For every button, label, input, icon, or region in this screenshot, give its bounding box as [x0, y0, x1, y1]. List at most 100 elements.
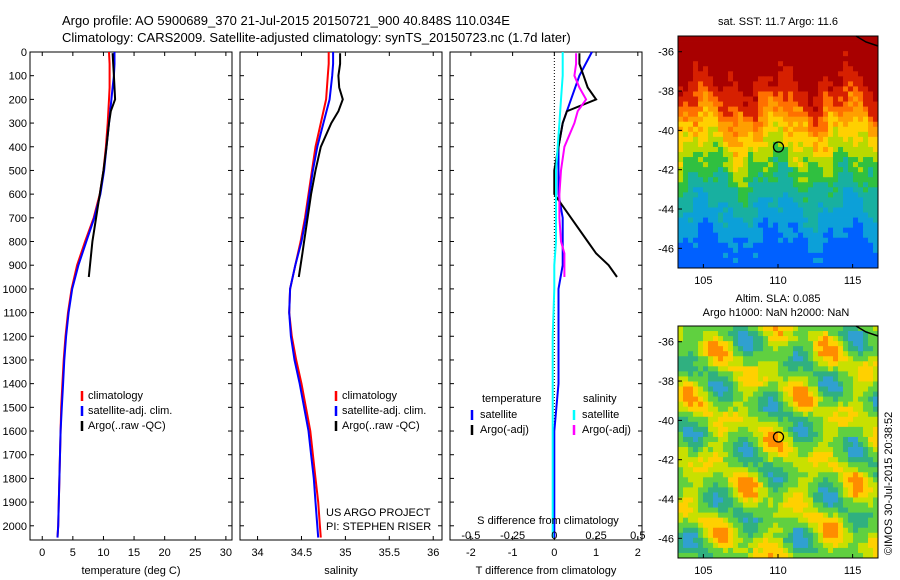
sst-map-cell: [848, 157, 854, 163]
sst-map-cell: [728, 197, 734, 203]
sst-map-cell: [698, 101, 704, 108]
sst-map-cell: [678, 157, 684, 163]
sst-map-cell: [803, 227, 809, 234]
sst-map-cell: [723, 202, 729, 208]
sst-map-cell: [778, 217, 784, 224]
sst-map-cell: [818, 157, 824, 163]
sla-map-cell: [693, 492, 699, 498]
sla-map-cell: [828, 462, 834, 468]
sla-map-cell: [843, 472, 849, 478]
sst-map-cell: [853, 81, 859, 87]
sst-map-cell: [868, 212, 874, 218]
sst-map-cell: [848, 71, 854, 77]
sst-map-cell: [713, 46, 719, 52]
sst-map-cell: [773, 36, 779, 42]
sst-map-cell: [683, 177, 689, 183]
sla-map-cell: [843, 411, 849, 418]
sst-map-cell: [863, 101, 869, 108]
sst-map-cell: [813, 136, 819, 143]
sla-map-cell: [743, 406, 749, 413]
sst-map-cell: [728, 177, 734, 183]
sst-map-cell: [873, 157, 879, 163]
sst-map-cell: [748, 71, 754, 77]
sla-map-cell: [803, 431, 809, 438]
sla-map-cell: [853, 421, 859, 428]
sla-map-cell: [868, 507, 874, 514]
depth-tick-label: 1400: [3, 379, 27, 391]
sst-map-cell: [733, 152, 739, 158]
sla-map-cell: [773, 356, 779, 362]
sst-map-cell: [868, 252, 874, 259]
sst-map-cell: [853, 192, 859, 198]
sst-map-cell: [733, 121, 739, 128]
sst-map-cell: [778, 182, 784, 188]
sla-map-cell: [798, 331, 804, 337]
sla-map-cell: [813, 411, 819, 418]
sst-map-cell: [798, 202, 804, 208]
sla-map-cell: [818, 326, 824, 332]
sst-map-y-tick-label: -38: [658, 86, 674, 98]
sla-map-cell: [858, 472, 864, 478]
sla-map-cell: [783, 552, 789, 559]
sst-map-cell: [718, 197, 724, 203]
sla-map-cell: [728, 361, 734, 367]
sst-map-cell: [763, 222, 769, 229]
sst-map-cell: [778, 76, 784, 82]
sla-map-cell: [828, 547, 834, 554]
sla-map-cell: [753, 351, 759, 357]
sst-map-cell: [783, 61, 789, 67]
sst-map-cell: [838, 91, 844, 97]
sla-map-cell: [858, 547, 864, 554]
sla-map-cell: [813, 326, 819, 332]
sst-map-cell: [808, 237, 814, 244]
sst-map-cell: [683, 116, 689, 123]
sst-map-cell: [833, 141, 839, 148]
sst-map-cell: [783, 96, 789, 102]
sst-map-cell: [753, 197, 759, 203]
sst-map-cell: [828, 167, 834, 173]
sla-map-cell: [693, 431, 699, 438]
sst-map-cell: [688, 91, 694, 97]
sla-map-cell: [868, 376, 874, 382]
sst-map-cell: [698, 257, 704, 264]
sla-map-cell: [788, 527, 794, 534]
sla-map-cell: [833, 356, 839, 362]
sst-map-cell: [693, 76, 699, 82]
sst-map-cell: [778, 46, 784, 52]
sst-map-cell: [713, 187, 719, 193]
sst-map-cell: [818, 141, 824, 148]
sst-map-cell: [758, 141, 764, 148]
sst-map-cell: [718, 106, 724, 113]
sst-map-cell: [803, 106, 809, 113]
sst-map-cell: [778, 212, 784, 218]
sla-map-cell: [783, 336, 789, 342]
sst-map-cell: [698, 36, 704, 42]
sst-map-cell: [798, 136, 804, 143]
sla-map-cell: [778, 336, 784, 342]
sla-map-cell: [768, 477, 774, 483]
sla-map-cell: [838, 482, 844, 488]
sla-map-cell: [798, 457, 804, 463]
sla-map-cell: [813, 361, 819, 367]
sst-map-cell: [718, 222, 724, 229]
sst-map-cell: [753, 131, 759, 138]
sla-map-cell: [733, 467, 739, 473]
sst-map-cell: [808, 131, 814, 138]
sst-map-cell: [843, 262, 849, 269]
sst-map-cell: [718, 141, 724, 148]
sla-map-cell: [858, 431, 864, 438]
sst-map-cell: [773, 262, 779, 269]
sla-map-cell: [688, 416, 694, 423]
sla-map-cell: [868, 487, 874, 493]
sst-map-cell: [753, 202, 759, 208]
sla-map-cell: [848, 452, 854, 458]
sla-map-cell: [858, 386, 864, 392]
sst-map-cell: [683, 126, 689, 133]
sst-map-cell: [678, 247, 684, 254]
sla-map-cell: [698, 467, 704, 473]
sst-map-cell: [683, 217, 689, 224]
sst-map-cell: [863, 91, 869, 97]
sla-map-cell: [853, 522, 859, 529]
sst-map-cell: [748, 202, 754, 208]
sst-map-cell: [798, 152, 804, 158]
